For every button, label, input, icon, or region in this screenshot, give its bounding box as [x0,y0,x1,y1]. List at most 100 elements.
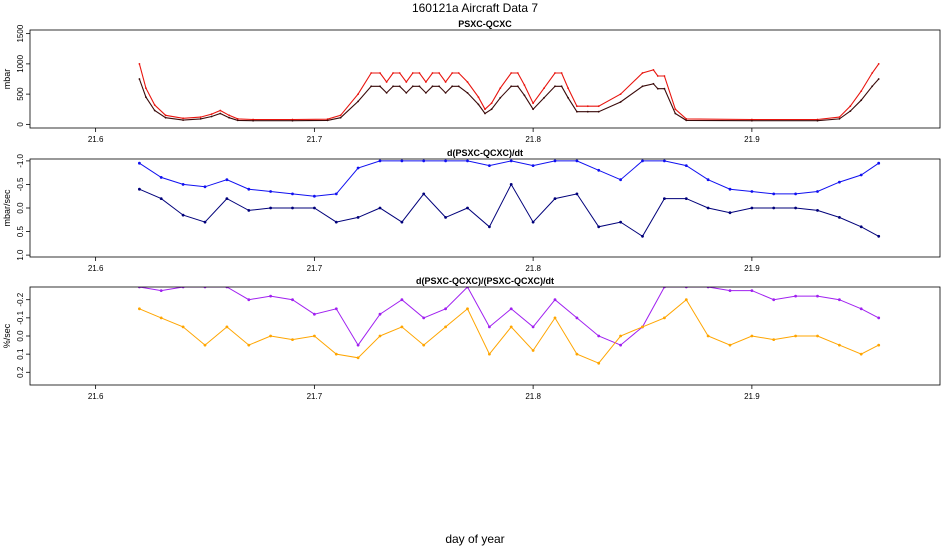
data-point [523,84,526,86]
data-point [444,216,447,219]
data-point [356,166,360,170]
data-point [400,220,404,224]
data-point [291,298,294,302]
data-point [575,316,579,320]
data-point [663,316,666,320]
y-tick-label: 0.0 [16,330,25,342]
data-point [444,81,447,83]
data-point [597,168,601,172]
data-point [291,192,294,196]
y-tick-label: 0.1 [16,348,25,360]
data-point [554,85,556,88]
panel-2: d(PSXC-QCXC)/dt mbar/sec -1.0 -0.5 0.0 0.5 1.0… [2,148,941,273]
series-group [138,159,881,238]
y-tick-label: -1.0 [16,153,25,167]
data-point [575,352,579,356]
data-point [531,349,535,352]
data-point [499,87,502,89]
x-tick-label: 21.7 [307,135,323,144]
data-point [159,197,163,201]
data-point [438,72,440,74]
data-point [451,85,454,88]
x-tick-label: 21.7 [307,392,323,401]
data-point [641,85,644,88]
data-point [656,87,659,90]
data-point [499,96,502,99]
panel-title: PSXC-QCXC [458,19,512,29]
data-point [838,180,841,184]
data-point [877,63,880,65]
series-line-2 [139,183,879,238]
data-point [860,99,863,102]
data-point [444,92,447,94]
data-point [641,159,644,163]
data-point [575,192,579,196]
data-point [379,72,381,74]
data-point [871,85,874,88]
data-point [356,356,360,360]
data-point [597,225,601,229]
data-point [663,159,666,163]
data-point [554,72,556,74]
data-point [597,110,600,113]
data-point [385,92,388,94]
data-point [477,96,480,98]
data-point [313,194,316,198]
data-point [619,343,622,347]
data-point [652,69,655,71]
x-tick-label: 21.6 [88,264,104,273]
data-point [400,298,404,302]
data-point [877,343,881,347]
figure-title: 160121a Aircraft Data 7 [412,1,538,15]
y-tick-label: 1000 [16,54,25,72]
data-point [509,183,513,186]
data-point [674,112,677,115]
y-axis-label: %/sec [2,323,12,348]
data-point [597,334,601,338]
y-tick-label: 0.2 [16,366,25,378]
data-point [663,197,666,201]
data-point [509,307,513,311]
data-point [431,72,434,74]
data-point [567,96,569,99]
data-point [199,116,202,118]
data-point [706,178,710,182]
data-point [228,114,231,117]
data-point [772,192,776,196]
data-point [849,105,852,108]
data-point [619,178,622,182]
data-point [751,119,753,122]
data-point [477,103,480,106]
data-point [509,159,513,163]
data-point [484,108,486,111]
y-tick-label: 0.0 [16,202,25,214]
data-point [674,108,677,111]
x-tick-label: 21.7 [307,264,323,273]
data-point [543,87,545,89]
data-point [138,78,141,80]
data-point [484,112,486,115]
data-point [159,289,163,292]
y-tick-label: 500 [16,87,25,101]
data-point [490,102,493,105]
data-point [816,294,819,298]
data-point [411,72,414,74]
data-point [425,81,427,83]
data-point [560,85,563,88]
data-point [225,197,229,201]
data-point [153,104,156,106]
data-point [684,164,688,168]
data-point [567,87,569,89]
data-point [425,92,427,94]
data-point [509,325,513,329]
y-tick-label: -0.1 [16,310,25,324]
data-point [553,298,557,302]
data-point [457,85,460,88]
data-point [685,119,688,122]
plot-frame [29,29,941,129]
data-point [398,85,401,88]
data-point [663,75,666,77]
data-point [236,118,239,120]
data-point [685,118,688,120]
panel-title: d(PSXC-QCXC)/(PSXC-QCXC)/dt [416,276,554,286]
